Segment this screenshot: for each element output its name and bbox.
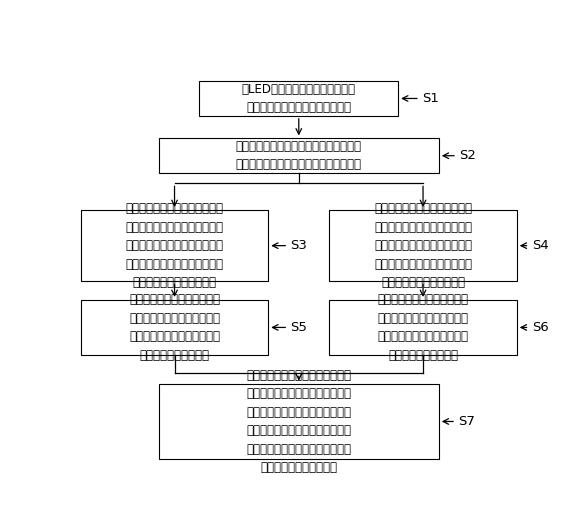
Text: 将每个行数据的所有阶跃处的修正
系数和每个列数据的所有阶跃处的
修正系数分别对对应位置像素的校
正系数进行修正，得到对应基色下
修正后的校正系数，由此得到其他
: 将每个行数据的所有阶跃处的修正 系数和每个列数据的所有阶跃处的 修正系数分别对对… [246,369,352,474]
Text: S7: S7 [458,415,475,428]
FancyBboxPatch shape [81,210,268,281]
FancyBboxPatch shape [159,384,439,459]
Text: 分别提取每个经过平滑的列数
据的所有阶跃处数据，并根据
阶跃处数据求出每个列数据的
所有阶跃处的修正系数: 分别提取每个经过平滑的列数 据的所有阶跃处数据，并根据 阶跃处数据求出每个列数据… [378,293,469,362]
Text: 对灰度图像以行为单位逐一进行
一维的高斯滤波，得到经过高斯
滤波平滑的行数据，每个行数据
具有若干个明显的阶跃，由此获
得全部行数据中的所有阶跃: 对灰度图像以行为单位逐一进行 一维的高斯滤波，得到经过高斯 滤波平滑的行数据，每… [125,202,223,289]
Text: S5: S5 [290,321,307,334]
Text: S6: S6 [532,321,549,334]
FancyBboxPatch shape [81,300,268,355]
Text: 分别提取每个经过平滑的行数
据的所有阶跃处数据，并根据
阶跃处数据求出每个行数据的
所有阶跃处的修正系数: 分别提取每个经过平滑的行数 据的所有阶跃处数据，并根据 阶跃处数据求出每个行数据… [129,293,220,362]
Text: 对LED显示屏的红、绿、蓝三基色
分别进行校正，得到三组校正系数: 对LED显示屏的红、绿、蓝三基色 分别进行校正，得到三组校正系数 [242,83,356,114]
Text: S3: S3 [290,239,307,252]
Text: S2: S2 [459,149,476,162]
FancyBboxPatch shape [159,139,439,173]
Text: S1: S1 [422,92,439,105]
FancyBboxPatch shape [329,300,517,355]
Text: S4: S4 [532,239,549,252]
FancyBboxPatch shape [199,81,398,116]
FancyBboxPatch shape [329,210,517,281]
Text: 选取任意基色，根据对应的校正系数获取
该基色下存在拼接缝隙亮暗线的灰度图像: 选取任意基色，根据对应的校正系数获取 该基色下存在拼接缝隙亮暗线的灰度图像 [236,140,362,172]
Text: 对灰度图像以列为单位逐一进行
一维的高斯滤波，得到经过高斯
滤波平滑的列数据，每个列数据
具有若干个明显的阶跃，由此获
得全部列数据中的所有阶跃: 对灰度图像以列为单位逐一进行 一维的高斯滤波，得到经过高斯 滤波平滑的列数据，每… [374,202,472,289]
